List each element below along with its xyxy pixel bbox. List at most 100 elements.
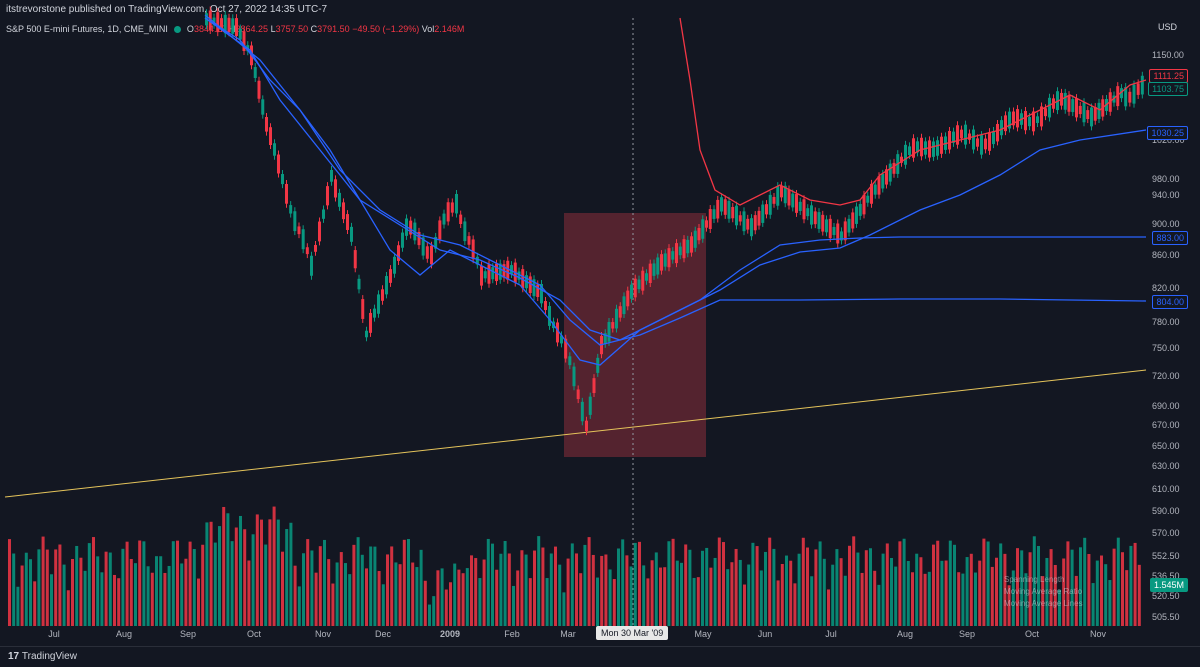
candle-body [765,204,768,215]
volume-bar [108,552,112,626]
candle-body [618,306,622,318]
volume-bar [402,539,406,626]
time-axis-tick: Jul [48,629,60,639]
candle-body [265,117,268,132]
price-axis-tick: 610.00 [1152,484,1180,494]
tradingview-logo[interactable]: 17 TradingView [8,651,77,662]
close-label: C [310,24,318,34]
volume-bar [268,519,272,626]
volume-bar [1037,546,1040,626]
tradingview-icon: 17 [8,651,22,662]
volume-bar [957,572,961,626]
candle-body [727,200,731,219]
volume-bar [365,568,368,626]
volume-bar [671,538,675,626]
volume-bar [356,537,360,626]
candle-body [798,201,802,211]
volume-bar [999,543,1003,626]
volume-bar [247,560,251,626]
symbol-name[interactable]: S&P 500 E-mini Futures, 1D, CME_MINI [6,24,168,34]
open-label: O [186,24,194,34]
price-axis-tick: 780.00 [1152,317,1180,327]
price-tag-ma-3: 804.00 [1152,295,1188,309]
candle-body [257,80,261,99]
candle-body [712,209,716,219]
volume-bar [503,540,507,626]
candle-body [338,192,341,207]
volume-bar [621,539,625,626]
volume-bar [713,557,717,626]
volume-bar [701,550,704,626]
volume-bar [41,536,45,626]
candle-body [596,357,600,373]
price-axis-tick: 940.00 [1152,190,1180,200]
volume-bar [860,572,864,626]
candle-body [742,211,746,232]
candle-body [253,67,257,78]
candle-body [471,239,475,260]
candle-body [720,197,723,212]
volume-bar [793,583,797,626]
candle-body [708,209,712,229]
volume-bar [1108,580,1112,626]
volume-bar [461,573,465,626]
volume-bar [1020,550,1024,626]
candle-body [314,244,317,252]
volume-bar [818,541,822,626]
candle-body [996,124,999,142]
volume-bar [1011,570,1015,626]
price-axis-tick: 630.00 [1152,461,1180,471]
volume-bar [155,556,158,626]
volume-bar [776,580,780,626]
candle-body [671,251,675,260]
candle-body [318,221,321,242]
volume-bar [276,519,280,626]
volume-bar [642,565,646,626]
candle-body [334,179,337,198]
volume-bar [558,564,562,626]
volume-bar [654,552,658,626]
volume-bar [499,553,503,626]
high-value: 3864.25 [235,24,269,34]
volume-bar [176,540,179,626]
volume-bar [327,559,331,626]
volume-bar [419,549,423,626]
volume-bar [827,589,830,626]
volume-bar [453,563,457,626]
candle-body [992,131,995,145]
volume-bar [911,572,914,626]
volume-bar [533,550,536,626]
volume-bar [134,563,137,626]
candle-body [1071,99,1075,113]
candle-body [421,237,425,256]
candle-body [498,263,502,280]
candle-body [667,248,671,268]
candle-body [495,263,498,282]
volume-bar [37,549,41,626]
volume-bar [1083,537,1087,626]
time-axis-tick: Jun [758,629,773,639]
candle-body [821,214,825,232]
volume-bar [83,570,87,626]
candle-body [716,199,720,219]
volume-bar [293,565,297,626]
volume-bar [62,564,66,626]
volume-bar [1003,553,1007,626]
volume-bar [167,565,171,626]
volume-bar [541,547,545,626]
volume-bar [864,550,868,626]
volume-bar [264,544,268,626]
candle-body [212,17,216,25]
volume-bar [79,557,83,626]
volume-bar [491,543,494,626]
candle-body [806,208,810,217]
candle-body [972,129,975,150]
candle-body [633,278,637,298]
volume-bar [659,567,662,626]
candle-body [690,236,693,253]
candle-body [791,193,795,208]
candle-body [648,263,652,284]
moving-average-short [204,17,1147,366]
volume-bar [1074,575,1078,626]
